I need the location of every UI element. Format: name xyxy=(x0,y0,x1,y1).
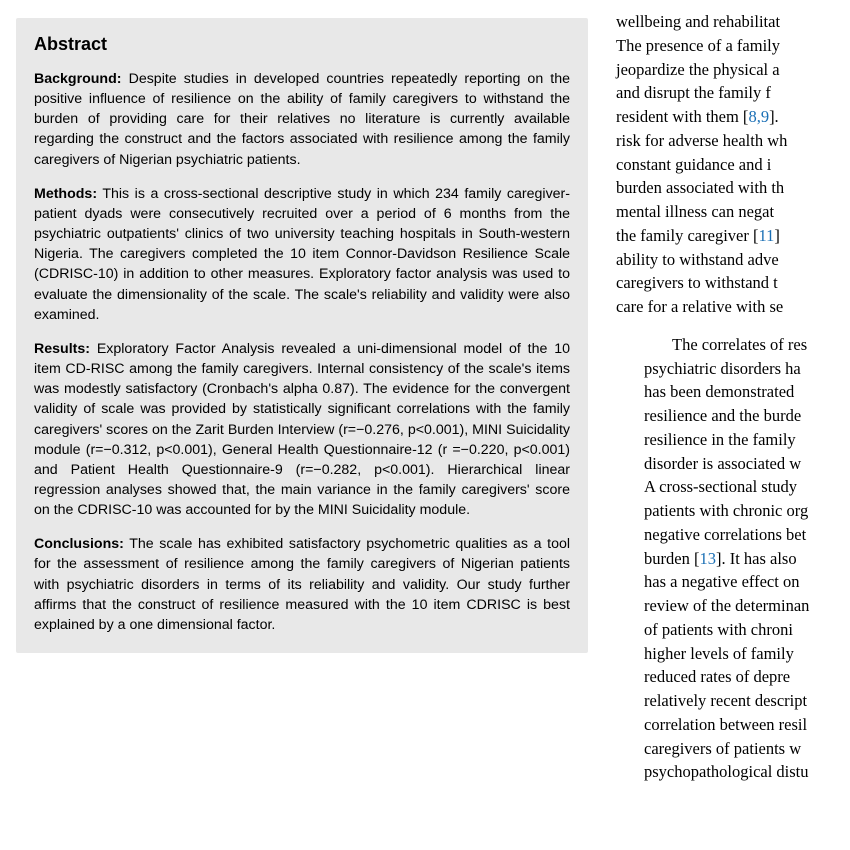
body-line: patients with chronic org xyxy=(616,499,850,523)
body-text-fragment: burden [ xyxy=(644,549,699,568)
body-line: wellbeing and rehabilitat xyxy=(616,10,850,34)
body-line: mental illness can negat xyxy=(616,200,850,224)
body-text-fragment: resident with them [ xyxy=(616,107,748,126)
body-line: higher levels of family xyxy=(616,642,850,666)
abstract-heading: Abstract xyxy=(34,34,570,55)
citation-link[interactable]: 13 xyxy=(699,549,716,568)
body-line: ability to withstand adve xyxy=(616,248,850,272)
body-text-fragment: ]. It has also xyxy=(716,549,797,568)
abstract-results-label: Results: xyxy=(34,341,90,357)
article-body-column: wellbeing and rehabilitatThe presence of… xyxy=(600,0,850,850)
body-paragraph-2: The correlates of respsychiatric disorde… xyxy=(616,333,850,784)
body-line: resilience in the family xyxy=(616,428,850,452)
body-line: reduced rates of depre xyxy=(616,665,850,689)
abstract-conclusions: Conclusions: The scale has exhibited sat… xyxy=(34,534,570,635)
body-line: of patients with chroni xyxy=(616,618,850,642)
body-line: relatively recent descript xyxy=(616,689,850,713)
abstract-results: Results: Exploratory Factor Analysis rev… xyxy=(34,339,570,520)
citation-link[interactable]: 11 xyxy=(758,226,774,245)
body-line: A cross-sectional study xyxy=(616,475,850,499)
body-text-fragment: ] xyxy=(774,226,780,245)
body-line: has a negative effect on xyxy=(616,570,850,594)
abstract-box: Abstract Background: Despite studies in … xyxy=(16,18,588,653)
body-line: jeopardize the physical a xyxy=(616,58,850,82)
body-line: burden associated with th xyxy=(616,176,850,200)
body-line: psychiatric disorders ha xyxy=(616,357,850,381)
body-line: caregivers to withstand t xyxy=(616,271,850,295)
abstract-results-text: Exploratory Factor Analysis revealed a u… xyxy=(34,341,570,518)
body-line: correlation between resil xyxy=(616,713,850,737)
body-line: negative correlations bet xyxy=(616,523,850,547)
body-line: resilience and the burde xyxy=(616,404,850,428)
body-line: has been demonstrated xyxy=(616,380,850,404)
body-text-fragment: ]. xyxy=(769,107,779,126)
body-line: psychopathological distu xyxy=(616,760,850,784)
citation-link[interactable]: 8,9 xyxy=(748,107,769,126)
body-line: The correlates of res xyxy=(616,333,850,357)
body-text-fragment: the family caregiver [ xyxy=(616,226,758,245)
body-line: review of the determinan xyxy=(616,594,850,618)
body-line: constant guidance and i xyxy=(616,153,850,177)
body-line: resident with them [8,9]. xyxy=(616,105,850,129)
body-line: and disrupt the family f xyxy=(616,81,850,105)
page-root: Abstract Background: Despite studies in … xyxy=(0,0,850,850)
article-body-text: wellbeing and rehabilitatThe presence of… xyxy=(616,10,850,784)
body-line: care for a relative with se xyxy=(616,295,850,319)
abstract-background: Background: Despite studies in developed… xyxy=(34,69,570,170)
abstract-methods: Methods: This is a cross-sectional descr… xyxy=(34,184,570,325)
abstract-methods-text: This is a cross-sectional descriptive st… xyxy=(34,186,570,323)
body-line: disorder is associated w xyxy=(616,452,850,476)
body-line: caregivers of patients w xyxy=(616,737,850,761)
abstract-methods-label: Methods: xyxy=(34,186,97,202)
body-line: burden [13]. It has also xyxy=(616,547,850,571)
body-line: the family caregiver [11] xyxy=(616,224,850,248)
body-line: risk for adverse health wh xyxy=(616,129,850,153)
abstract-column: Abstract Background: Despite studies in … xyxy=(0,0,600,850)
body-paragraph-1: wellbeing and rehabilitatThe presence of… xyxy=(616,10,850,319)
abstract-background-label: Background: xyxy=(34,71,122,87)
body-line: The presence of a family xyxy=(616,34,850,58)
abstract-conclusions-label: Conclusions: xyxy=(34,536,124,552)
